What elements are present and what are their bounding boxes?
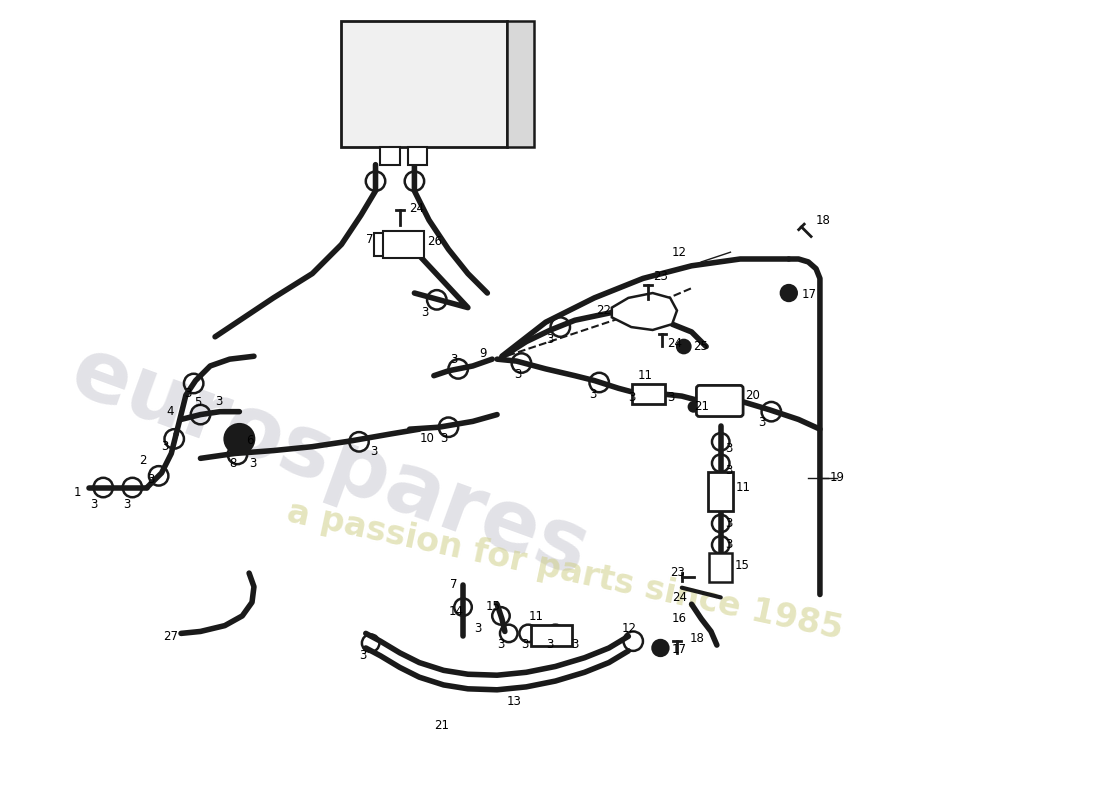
- Text: 12: 12: [672, 246, 688, 258]
- Text: 3: 3: [371, 445, 378, 458]
- Text: 8: 8: [230, 457, 236, 470]
- Text: 16: 16: [672, 612, 688, 626]
- Circle shape: [652, 640, 668, 656]
- Text: 20: 20: [745, 389, 760, 402]
- FancyBboxPatch shape: [696, 386, 744, 417]
- FancyBboxPatch shape: [708, 472, 734, 511]
- Text: eurospares: eurospares: [59, 330, 600, 594]
- Text: 3: 3: [521, 638, 529, 650]
- Bar: [381, 147, 399, 165]
- Circle shape: [393, 239, 403, 250]
- Circle shape: [407, 239, 417, 250]
- Text: 6: 6: [246, 434, 254, 447]
- Text: 7: 7: [450, 578, 458, 591]
- Text: 3: 3: [450, 353, 458, 366]
- Text: 3: 3: [216, 395, 222, 409]
- Text: 18: 18: [816, 214, 831, 226]
- Text: a passion for parts since 1985: a passion for parts since 1985: [284, 496, 846, 646]
- Text: 11: 11: [638, 369, 653, 382]
- Bar: [507, 21, 534, 147]
- Text: 23: 23: [670, 566, 685, 578]
- Circle shape: [781, 286, 796, 301]
- Text: 22: 22: [596, 304, 612, 317]
- Text: 15: 15: [485, 600, 501, 613]
- Text: 11: 11: [735, 481, 750, 494]
- Text: 24: 24: [409, 202, 425, 215]
- Text: 3: 3: [497, 638, 505, 650]
- Text: 3: 3: [441, 432, 448, 446]
- Text: 3: 3: [162, 440, 169, 453]
- Text: 17: 17: [802, 289, 816, 302]
- Text: 3: 3: [123, 498, 130, 510]
- Circle shape: [676, 340, 691, 354]
- Text: 12: 12: [621, 622, 637, 635]
- FancyBboxPatch shape: [374, 233, 407, 256]
- Text: 3: 3: [668, 390, 674, 403]
- Text: 3: 3: [726, 517, 733, 530]
- Text: 19: 19: [829, 471, 845, 484]
- Text: 3: 3: [474, 622, 481, 635]
- Bar: [341, 21, 507, 147]
- Text: 2: 2: [140, 454, 146, 466]
- Text: 3: 3: [515, 368, 522, 382]
- Text: 4: 4: [166, 405, 174, 418]
- Text: 3: 3: [726, 442, 733, 455]
- Text: 3: 3: [726, 538, 733, 551]
- FancyBboxPatch shape: [710, 553, 733, 582]
- FancyBboxPatch shape: [632, 385, 666, 404]
- Circle shape: [232, 431, 248, 446]
- Circle shape: [689, 402, 698, 412]
- Text: 7: 7: [366, 233, 373, 246]
- Text: 5: 5: [194, 397, 201, 410]
- Text: 3: 3: [546, 334, 553, 346]
- Text: 10: 10: [419, 432, 435, 446]
- Text: 15: 15: [735, 559, 749, 572]
- Text: 18: 18: [690, 632, 704, 645]
- Text: 17: 17: [672, 643, 688, 657]
- FancyBboxPatch shape: [383, 230, 425, 258]
- Text: 11: 11: [528, 610, 543, 623]
- Text: 21: 21: [433, 719, 449, 732]
- Text: 13: 13: [507, 695, 521, 708]
- Text: 9: 9: [480, 347, 487, 360]
- Text: 3: 3: [147, 474, 154, 486]
- Text: 23: 23: [652, 270, 668, 283]
- Polygon shape: [612, 293, 676, 330]
- Bar: [408, 147, 427, 165]
- Text: 3: 3: [758, 416, 766, 429]
- Text: 3: 3: [571, 638, 579, 650]
- Text: 26: 26: [427, 235, 442, 248]
- Text: 24: 24: [668, 337, 682, 350]
- FancyBboxPatch shape: [531, 625, 572, 646]
- Text: 3: 3: [628, 390, 636, 403]
- Text: 3: 3: [184, 386, 191, 400]
- Text: 3: 3: [726, 465, 733, 478]
- Text: 24: 24: [672, 591, 688, 604]
- Text: 27: 27: [164, 630, 178, 643]
- Text: 14: 14: [449, 606, 463, 618]
- Text: 1: 1: [74, 486, 81, 499]
- Text: 3: 3: [249, 457, 256, 470]
- Circle shape: [224, 424, 254, 454]
- Text: 3: 3: [90, 498, 98, 510]
- Text: 3: 3: [421, 306, 429, 319]
- Text: 3: 3: [546, 638, 553, 650]
- Text: 3: 3: [359, 650, 366, 662]
- Text: 25: 25: [693, 340, 708, 353]
- Text: 21: 21: [694, 400, 710, 414]
- Text: 3: 3: [590, 388, 597, 401]
